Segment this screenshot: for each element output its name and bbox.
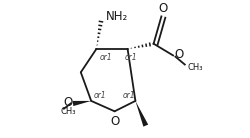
Text: NH₂: NH₂ (106, 10, 128, 23)
Text: CH₃: CH₃ (187, 63, 203, 72)
Text: O: O (110, 115, 119, 128)
Polygon shape (73, 101, 91, 106)
Text: O: O (63, 96, 72, 109)
Text: O: O (174, 48, 184, 61)
Text: or1: or1 (124, 53, 137, 62)
Polygon shape (136, 101, 148, 127)
Text: or1: or1 (94, 91, 106, 100)
Text: or1: or1 (100, 53, 112, 62)
Text: or1: or1 (123, 91, 136, 100)
Text: O: O (158, 2, 167, 15)
Text: CH₃: CH₃ (61, 107, 76, 116)
